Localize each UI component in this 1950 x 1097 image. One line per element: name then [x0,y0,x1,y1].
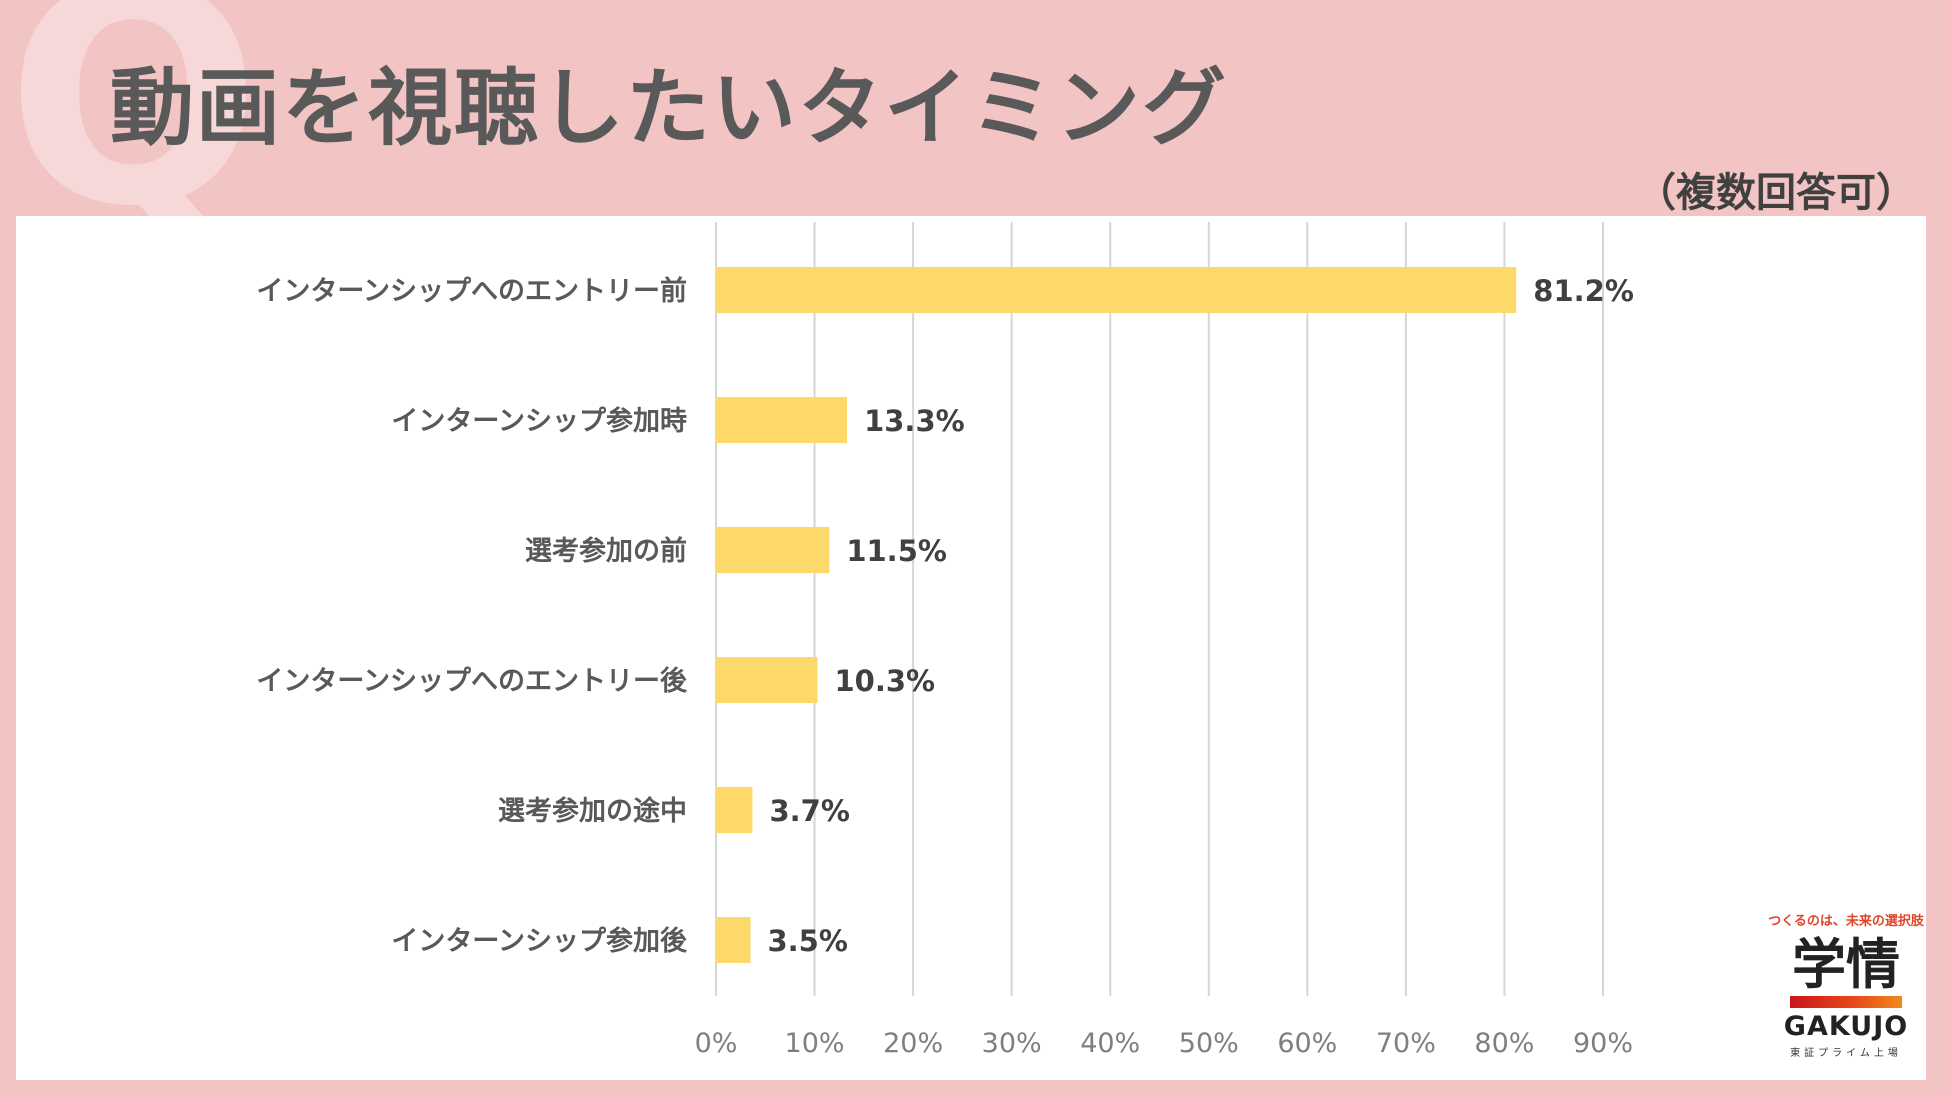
bar [716,787,753,833]
x-tick-label: 30% [982,1028,1042,1059]
x-tick-label: 90% [1573,1028,1633,1059]
category-label: インターンシップ参加時 [391,405,687,437]
bar-chart: 0% 10% 20% 30% 40% 50% 60% 70% 80% 90% インターンシップへのエ… [256,222,1634,1059]
x-tick-label: 80% [1474,1028,1534,1059]
page-title: 動画を視聴したいタイミング [110,59,1229,157]
x-tick-label: 0% [695,1028,738,1059]
x-tick-label: 40% [1080,1028,1140,1059]
chart-panel: 0% 10% 20% 30% 40% 50% 60% 70% 80% 90% インターンシップへのエ… [16,216,1926,1080]
logo-roman: GAKUJO [1783,1011,1909,1043]
x-tick-label: 20% [883,1028,943,1059]
category-label: 選考参加の前 [525,535,687,567]
x-tick-label: 70% [1376,1028,1436,1059]
category-label: インターンシップへのエントリー後 [256,666,688,697]
data-label: 11.5% [846,534,947,568]
data-label: 81.2% [1533,274,1634,308]
x-tick-label: 50% [1179,1028,1239,1059]
x-tick-label: 10% [785,1028,845,1059]
category-label: インターンシップ参加後 [391,925,688,957]
logo-tagline: つくるのは、未来の選択肢 [1768,914,1924,929]
bar [716,917,751,963]
data-label: 10.3% [835,664,936,698]
logo-color-bar [1790,996,1902,1009]
bar [716,397,848,443]
bar [716,267,1517,313]
multiple-answer-note: （複数回答可） [1636,170,1916,216]
data-label: 3.5% [767,924,847,958]
category-label: 選考参加の途中 [498,795,687,827]
x-tick-label: 60% [1277,1028,1337,1059]
watermark-q: Q [6,0,262,272]
bar [716,657,818,703]
data-label: 13.3% [864,404,965,438]
bar [716,527,830,573]
data-label: 3.7% [769,794,849,828]
category-label: インターンシップへのエントリー前 [256,275,687,307]
logo-kanji: 学情 [1792,933,1900,996]
logo-subtitle: 東証プライム上場 [1790,1048,1902,1060]
gakujo-logo: つくるのは、未来の選択肢 学情 GAKUJO 東証プライム上場 [1752,910,1940,1070]
